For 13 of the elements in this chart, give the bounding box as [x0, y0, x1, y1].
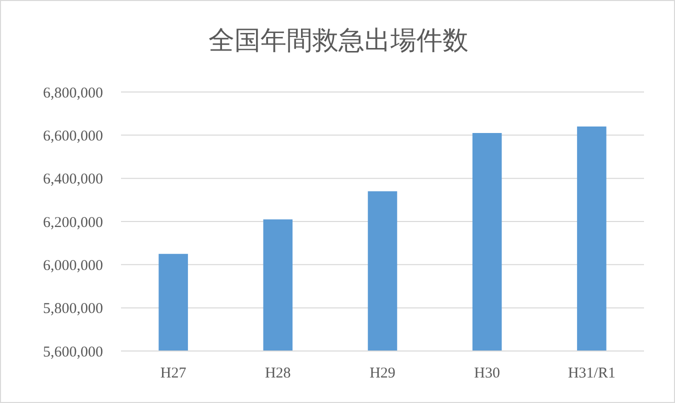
x-tick-label: H29 — [370, 366, 396, 382]
y-tick-label: 6,600,000 — [43, 128, 103, 144]
x-tick-label: H31/R1 — [568, 366, 616, 382]
chart-title: 全国年間救急出場件数 — [208, 25, 470, 57]
y-tick-label: 5,800,000 — [43, 301, 103, 318]
y-tick-label: 6,200,000 — [43, 214, 103, 231]
y-tick-label: 6,400,000 — [43, 172, 103, 188]
x-tick-label: H27 — [160, 366, 187, 382]
x-tick-label: H30 — [474, 366, 500, 382]
y-tick-label: 5,600,000 — [43, 344, 103, 360]
y-tick-label: 6,000,000 — [43, 258, 103, 274]
y-tick-label: 6,800,000 — [43, 85, 103, 102]
x-tick-label: H28 — [264, 366, 291, 382]
